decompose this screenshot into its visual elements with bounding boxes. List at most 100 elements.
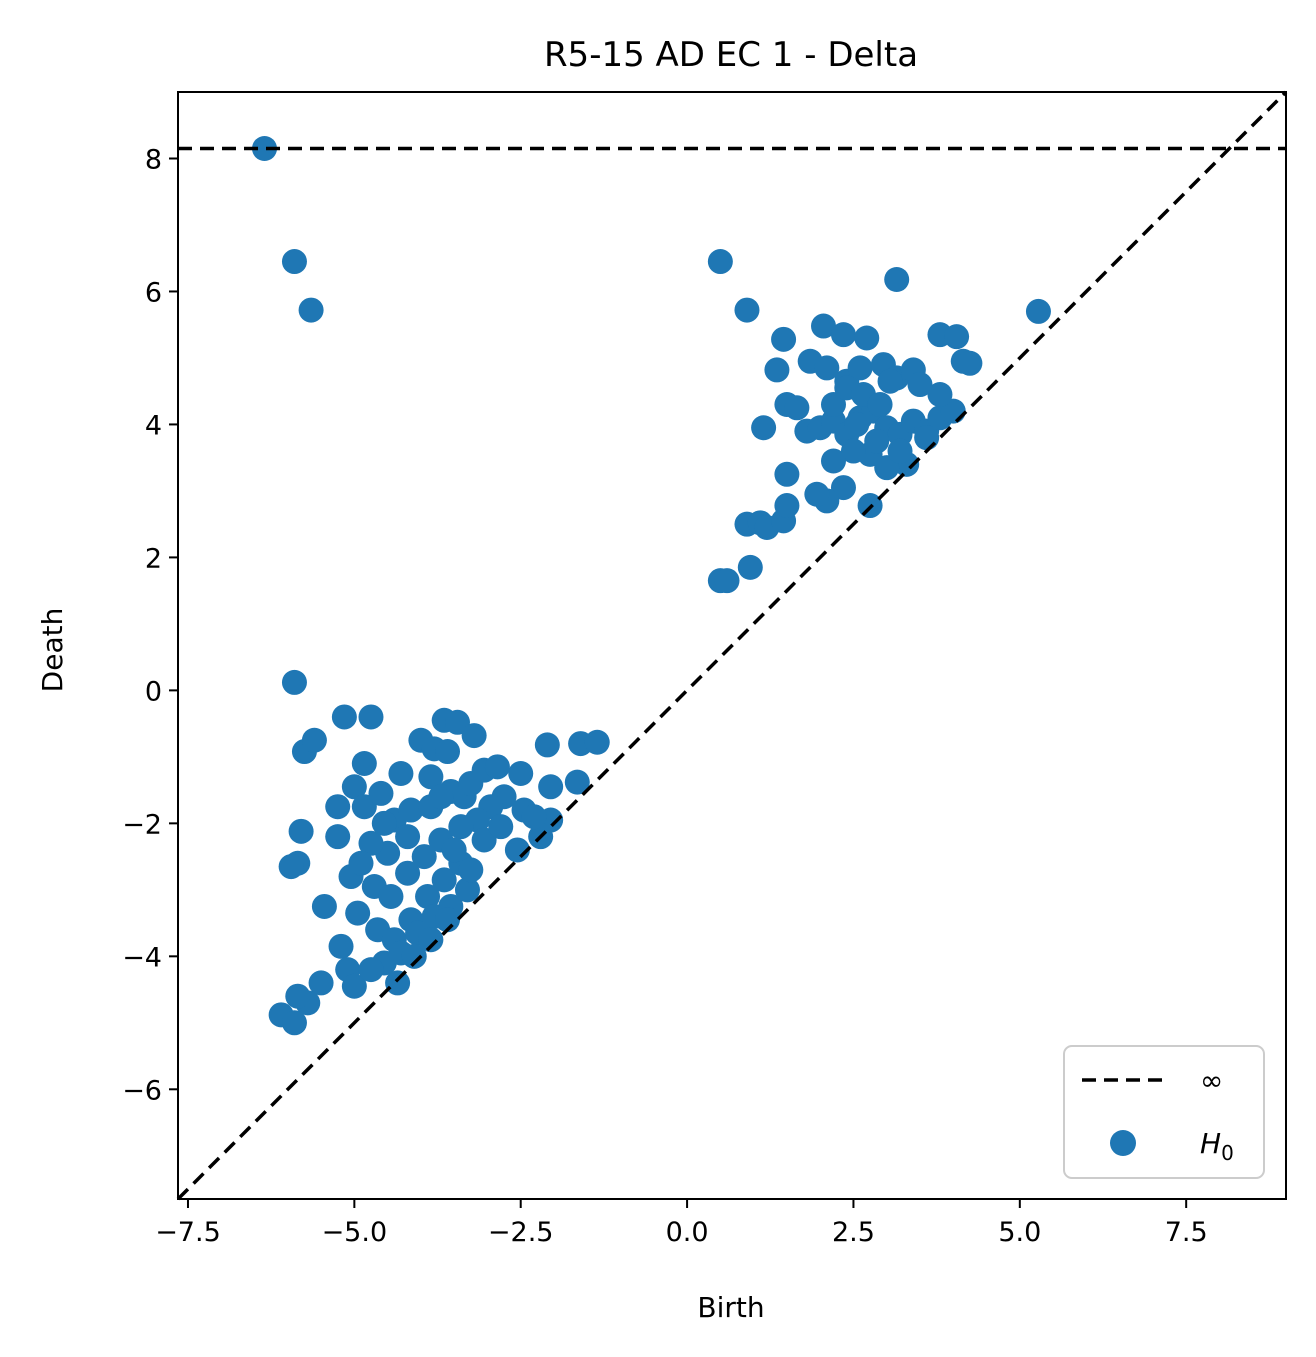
- data-point: [454, 877, 480, 903]
- data-point: [325, 824, 351, 850]
- data-point: [944, 324, 970, 350]
- data-point: [378, 883, 404, 909]
- x-axis-title: Birth: [697, 1291, 764, 1324]
- data-point: [847, 355, 873, 381]
- data-point: [431, 867, 457, 893]
- x-tick-label: −2.5: [488, 1217, 554, 1248]
- legend-marker-swatch: [1110, 1130, 1136, 1156]
- data-point: [751, 415, 777, 441]
- data-point: [341, 774, 367, 800]
- data-point: [345, 900, 371, 926]
- y-tick-label: 2: [145, 543, 162, 574]
- x-tick-label: −5.0: [322, 1217, 388, 1248]
- x-tick-label: 5.0: [998, 1217, 1041, 1248]
- data-point: [830, 322, 856, 348]
- data-point: [521, 804, 547, 830]
- plot-area: [176, 90, 1288, 1201]
- data-point: [395, 860, 421, 886]
- data-point: [411, 844, 437, 870]
- data-point: [811, 313, 837, 339]
- data-point: [914, 425, 940, 451]
- plot-frame: [177, 91, 1287, 1200]
- data-point: [435, 907, 461, 933]
- data-point: [1025, 298, 1051, 324]
- data-point: [331, 704, 357, 730]
- data-point: [488, 814, 514, 840]
- x-tick-label: −7.5: [155, 1217, 221, 1248]
- data-point: [864, 428, 890, 454]
- data-point: [415, 883, 441, 909]
- x-tick-label: 2.5: [832, 1217, 875, 1248]
- data-point: [957, 350, 983, 376]
- data-point: [774, 493, 800, 519]
- y-tick-label: −2: [122, 809, 162, 840]
- data-point: [867, 391, 893, 417]
- data-point: [252, 136, 278, 162]
- data-point: [784, 395, 810, 421]
- y-tick-label: 6: [145, 277, 162, 308]
- diagonal-reference-line: [176, 90, 1288, 1201]
- data-point: [820, 391, 846, 417]
- data-point: [398, 797, 424, 823]
- data-point: [308, 970, 334, 996]
- y-tick-label: 0: [145, 676, 162, 707]
- data-point: [401, 943, 427, 969]
- data-point: [418, 764, 444, 790]
- data-point: [328, 933, 354, 959]
- chart-title: R5-15 AD EC 1 - Delta: [544, 35, 918, 75]
- y-tick-label: 8: [145, 144, 162, 175]
- data-point: [714, 568, 740, 594]
- legend: ∞ H0: [1063, 1045, 1265, 1179]
- data-point: [301, 727, 327, 753]
- data-point: [484, 754, 510, 780]
- data-point: [444, 709, 470, 735]
- legend-label-h0-subscript: 0: [1221, 1141, 1234, 1165]
- y-axis: −6 −4 −2 0 2 4 6 8: [122, 144, 178, 1106]
- data-point: [341, 973, 367, 999]
- data-point: [278, 854, 304, 880]
- data-point: [311, 893, 337, 919]
- data-point: [368, 780, 394, 806]
- data-point: [385, 970, 411, 996]
- data-point: [771, 326, 797, 352]
- data-point: [288, 818, 314, 844]
- data-point: [471, 827, 497, 853]
- y-tick-label: −4: [122, 942, 162, 973]
- data-point: [351, 794, 377, 820]
- x-tick-label: 0.0: [666, 1217, 709, 1248]
- data-point: [734, 297, 760, 323]
- y-axis-title: Death: [36, 608, 69, 693]
- data-point: [395, 824, 421, 850]
- data-point: [877, 368, 903, 394]
- data-point: [348, 850, 374, 876]
- x-tick-label: 7.5: [1165, 1217, 1208, 1248]
- data-point: [441, 837, 467, 863]
- data-point: [281, 1010, 307, 1036]
- data-point: [907, 372, 933, 398]
- data-point: [538, 774, 564, 800]
- x-axis: −7.5 −5.0 −2.5 0.0 2.5 5.0 7.5: [155, 1199, 1208, 1248]
- data-point: [418, 927, 444, 953]
- points-layer: [252, 136, 1051, 1036]
- data-point: [814, 355, 840, 381]
- data-point: [448, 814, 474, 840]
- data-point: [371, 810, 397, 836]
- data-point: [428, 784, 454, 810]
- data-point: [844, 411, 870, 437]
- data-point: [737, 554, 763, 580]
- data-point: [388, 760, 414, 786]
- data-point: [298, 297, 324, 323]
- data-point: [830, 475, 856, 501]
- data-point: [534, 732, 560, 758]
- legend-label-h0: H0: [1200, 1127, 1234, 1165]
- legend-label-h0-base: H: [1200, 1127, 1221, 1160]
- y-tick-label: −6: [122, 1075, 162, 1106]
- legend-box: [1063, 1045, 1265, 1179]
- data-point: [351, 751, 377, 777]
- data-point: [358, 830, 384, 856]
- data-point: [458, 857, 484, 883]
- data-point: [874, 455, 900, 481]
- data-point: [325, 794, 351, 820]
- data-point: [774, 461, 800, 487]
